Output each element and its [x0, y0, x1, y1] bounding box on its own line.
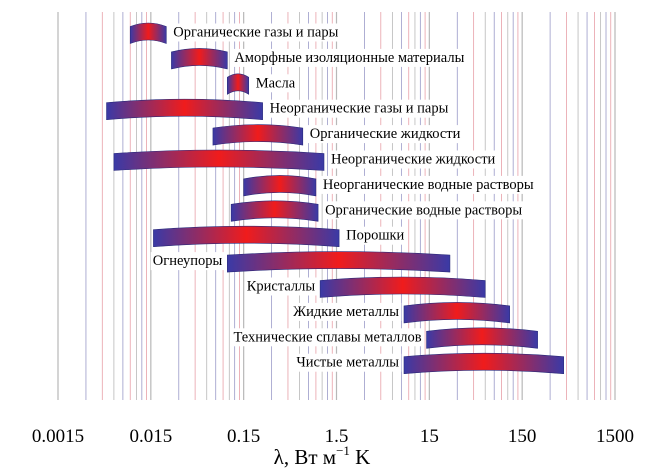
range-label: Огнеупоры — [153, 253, 223, 269]
range-label-backdrop — [328, 150, 498, 169]
range-label: Неорганические газы и пары — [270, 101, 449, 117]
range-label-backdrop — [253, 74, 298, 93]
x-tick-labels: 0.0015 0.015 0.15 1.5 15 150 1500 — [32, 426, 634, 447]
x-axis-label: λ, Вт м−1 K — [274, 443, 371, 469]
range-bar — [171, 48, 228, 70]
range-label-backdrop — [344, 226, 407, 245]
range-label-backdrop — [294, 353, 402, 372]
x-tick-label: 0.15 — [227, 426, 260, 447]
range-label: Чистые металлы — [296, 355, 399, 371]
x-tick-label: 1.5 — [325, 426, 349, 447]
range-label-backdrop — [244, 277, 318, 296]
x-tick-label: 1500 — [596, 426, 634, 447]
range-label-backdrop — [307, 125, 463, 144]
x-axis-label-tail: K — [350, 445, 370, 469]
range-label: Масла — [256, 75, 296, 91]
range-label: Жидкие металлы — [293, 304, 399, 320]
range-bar — [113, 149, 325, 171]
range-bar — [319, 276, 486, 298]
range-label-backdrop — [171, 23, 341, 42]
range-bar — [227, 73, 250, 95]
range-label: Кристаллы — [247, 279, 316, 295]
range-label-backdrop — [320, 175, 536, 194]
range-label: Неорганические жидкости — [331, 152, 496, 168]
range-label: Неорганические водные растворы — [323, 177, 534, 193]
range-bar — [153, 225, 340, 248]
range-labels: Органические газы и пары Аморфные изоляци… — [150, 23, 536, 372]
x-axis-label-sup: −1 — [336, 443, 350, 458]
range-label-backdrop — [323, 201, 525, 220]
range-bar — [212, 124, 304, 146]
range-label-backdrop — [291, 302, 402, 321]
x-tick-label: 150 — [508, 426, 537, 447]
range-bar — [106, 98, 263, 121]
range-label: Органические водные растворы — [325, 202, 522, 218]
range-bar — [230, 200, 319, 222]
range-label: Порошки — [346, 228, 404, 244]
range-label-backdrop — [267, 99, 451, 118]
x-tick-label: 0.0015 — [32, 426, 84, 447]
range-label: Аморфные изоляционные материалы — [234, 50, 464, 66]
range-bar — [426, 327, 538, 349]
x-tick-label: 0.015 — [129, 426, 172, 447]
range-label: Технические сплавы металлов — [234, 329, 422, 345]
range-bar — [243, 175, 317, 197]
range-label-backdrop — [232, 48, 467, 67]
x-tick-label: 15 — [420, 426, 439, 447]
range-label-backdrop — [231, 328, 424, 347]
range-label: Органические жидкости — [310, 126, 461, 142]
x-axis-label-main: λ, Вт м — [274, 445, 336, 469]
range-label: Органические газы и пары — [173, 25, 338, 41]
range-bar — [403, 302, 510, 324]
range-bars — [106, 22, 564, 375]
range-bar — [129, 22, 167, 44]
range-bar — [227, 251, 451, 273]
range-label-backdrop — [150, 252, 225, 271]
range-bar — [403, 352, 564, 375]
